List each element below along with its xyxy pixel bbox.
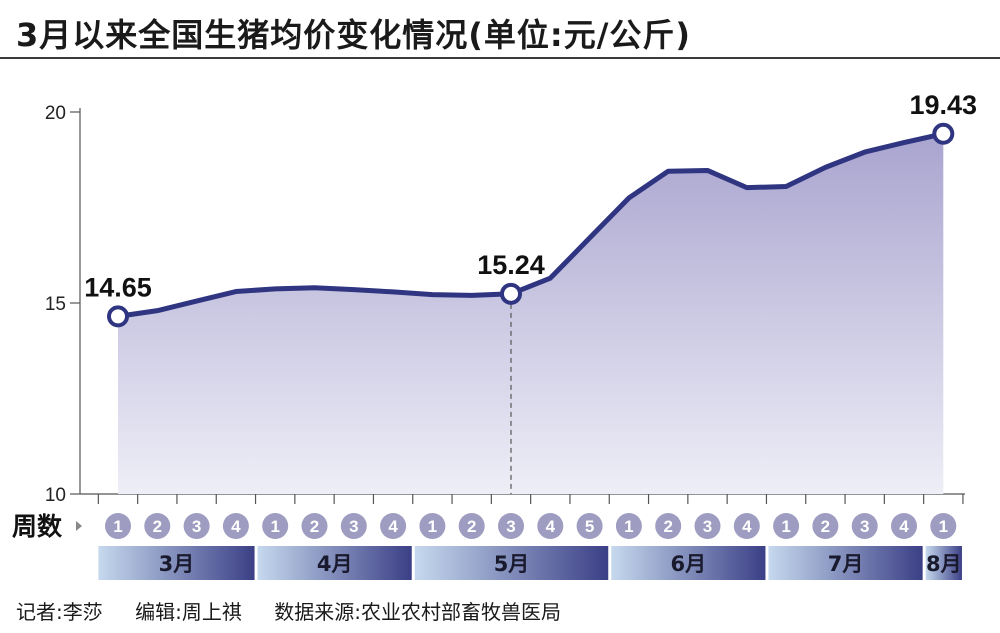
week-number: 4: [546, 517, 556, 536]
week-badge: [576, 513, 603, 539]
week-badge: [615, 513, 642, 539]
callout-marker: [107, 305, 129, 328]
chart-title: 3月以来全国生猪均价变化情况(单位:元/公斤): [16, 16, 692, 54]
series-line: [115, 131, 946, 319]
week-number: 1: [270, 517, 279, 536]
month-label: 7月: [828, 552, 864, 576]
week-number: 2: [310, 517, 319, 536]
month-bar: [768, 546, 923, 580]
week-number: 3: [703, 517, 712, 536]
week-badge: [262, 513, 289, 539]
week-badge: [537, 513, 564, 539]
data-label: 14.65: [84, 272, 152, 302]
month-bar: [98, 546, 255, 580]
month-bar: [925, 546, 962, 580]
week-badge: [773, 513, 800, 539]
week-badge: [105, 513, 131, 539]
editor-credit: 编辑:周上祺: [135, 600, 242, 624]
callout-marker: [500, 282, 522, 305]
week-badge: [222, 513, 249, 539]
week-number: 1: [624, 517, 633, 536]
week-badge: [301, 513, 328, 539]
title-divider: [0, 57, 1000, 59]
month-label: 5月: [494, 552, 530, 576]
week-number: 3: [192, 517, 201, 536]
week-number: 3: [506, 517, 515, 536]
week-badge: [183, 513, 210, 539]
data-label: 19.43: [910, 90, 978, 120]
month-bar: [611, 546, 766, 580]
week-number: 4: [742, 517, 752, 536]
y-tick-label: 20: [45, 103, 66, 124]
week-number: 1: [781, 517, 790, 536]
week-badge: [891, 513, 917, 539]
callout-marker: [932, 122, 955, 145]
week-number: 1: [113, 517, 122, 536]
week-number: 5: [585, 517, 594, 536]
y-tick-label: 10: [45, 485, 66, 506]
month-label: 4月: [317, 552, 353, 576]
month-label: 3月: [159, 552, 195, 576]
reporter-credit: 记者:李莎: [16, 600, 103, 624]
week-number: 2: [467, 517, 476, 536]
week-badge: [419, 513, 446, 539]
data-label: 15.24: [477, 250, 545, 280]
y-tick-label: 15: [45, 294, 66, 315]
month-label: 6月: [671, 552, 707, 576]
week-badge: [694, 513, 721, 539]
area-fill: [118, 133, 944, 495]
week-badge: [812, 513, 839, 539]
week-badge: [340, 513, 367, 539]
week-badge: [930, 513, 957, 539]
week-badge: [458, 513, 485, 539]
month-bar: [257, 546, 412, 580]
week-number: 4: [388, 517, 398, 536]
week-badge: [144, 513, 171, 539]
week-number: 4: [899, 517, 909, 536]
week-number: 2: [153, 517, 162, 536]
week-number: 1: [428, 517, 437, 536]
price-line-chart: 10 15 20 14.65 15.24 19.43 周数 1 2 3 4 1 2 3 4 1 2 3 4 5 1 2…: [12, 90, 978, 580]
week-badge: [851, 513, 878, 539]
source-credit: 数据来源:农业农村部畜牧兽医局: [274, 600, 561, 624]
credits: 记者:李莎 编辑:周上祺 数据来源:农业农村部畜牧兽医局: [16, 596, 587, 625]
week-axis-label: 周数: [12, 512, 63, 541]
week-badge: [655, 513, 682, 539]
week-badge: [380, 513, 407, 539]
week-number: 4: [231, 517, 241, 536]
week-number: 2: [663, 517, 672, 536]
month-label: 8月: [926, 552, 962, 576]
chevron-right-icon: [76, 521, 82, 531]
week-number: 2: [821, 517, 830, 536]
week-badge: [733, 513, 760, 539]
week-number: 1: [939, 517, 948, 536]
week-number: 3: [860, 517, 869, 536]
week-number: 3: [349, 517, 358, 536]
week-badge: [498, 513, 524, 539]
month-bar: [414, 546, 609, 580]
